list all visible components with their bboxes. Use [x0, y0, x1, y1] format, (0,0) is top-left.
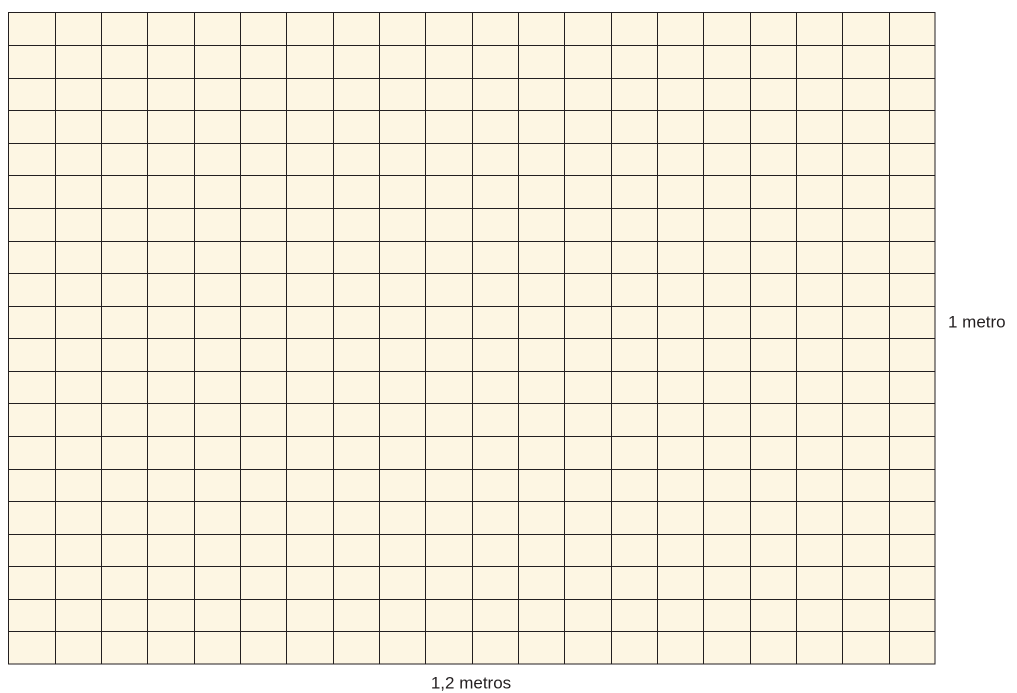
width-label: 1,2 metros — [431, 673, 511, 692]
height-label: 1 metro — [948, 312, 1006, 331]
grid — [8, 12, 935, 664]
